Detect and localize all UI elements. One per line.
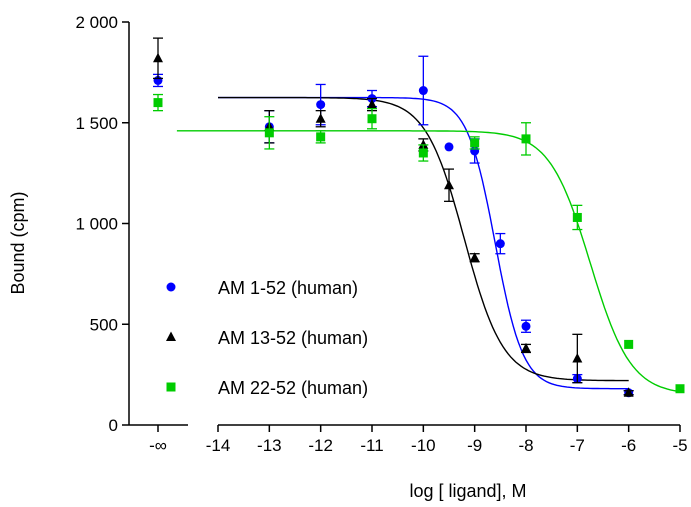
x-tick-label: -5 (672, 436, 687, 455)
legend-marker (166, 282, 176, 292)
control-point (153, 52, 163, 63)
data-point (469, 252, 480, 262)
x-tick-label: -14 (206, 436, 231, 455)
legend-marker (166, 382, 176, 392)
data-point (521, 342, 531, 353)
legend-label: AM 13-52 (human) (218, 328, 368, 348)
data-point (418, 86, 428, 96)
x-tick-label: -7 (570, 436, 585, 455)
data-point (367, 99, 377, 109)
legend: AM 1-52 (human) AM 13-52 (human) AM 22-52 … (166, 278, 368, 398)
legend-label: AM 22-52 (human) (218, 378, 368, 398)
data-point (470, 138, 480, 148)
y-axis-label: Bound (cpm) (8, 191, 28, 294)
x-axis-label: log [ ligand], M (409, 481, 526, 501)
data-point (367, 114, 377, 124)
data-point (418, 139, 429, 149)
data-point (495, 239, 505, 249)
legend-label: AM 1-52 (human) (218, 278, 358, 298)
y-tick-label: 500 (90, 315, 118, 334)
axes: 0 500 1 000 1 500 2 000 -∞ -14 -13 -12 -11 -10 -9 -8… (75, 13, 687, 455)
y-tick-label: 0 (109, 416, 118, 435)
x-tick-label: -6 (621, 436, 636, 455)
data-point (572, 353, 583, 363)
data-point (521, 321, 531, 331)
data-point (623, 387, 634, 397)
data-point (315, 113, 326, 123)
x-tick-label: -9 (467, 436, 482, 455)
data-points (153, 37, 685, 398)
control-point (153, 98, 163, 108)
y-tick-label: 2 000 (75, 13, 118, 32)
data-point (316, 100, 326, 110)
x-tick-label: -8 (518, 436, 533, 455)
x-tick-label: -12 (308, 436, 333, 455)
legend-marker (166, 331, 176, 341)
data-point (264, 128, 274, 138)
y-tick-label: 1 000 (75, 215, 118, 234)
data-point (418, 148, 428, 158)
x-tick-label: -11 (360, 436, 383, 455)
data-point (316, 132, 326, 142)
data-point (624, 339, 634, 349)
data-point (444, 179, 454, 190)
fit-curve-triangle (218, 96, 629, 382)
x-tick-label: -13 (257, 436, 282, 455)
data-point (675, 384, 685, 394)
x-tick-label: -∞ (149, 436, 167, 455)
data-point (521, 134, 531, 144)
data-point (572, 212, 582, 222)
series-square (153, 93, 685, 394)
x-tick-label: -10 (411, 436, 436, 455)
y-tick-label: 1 500 (75, 114, 118, 133)
fit-curve-square (176, 130, 681, 393)
data-point (444, 142, 454, 152)
